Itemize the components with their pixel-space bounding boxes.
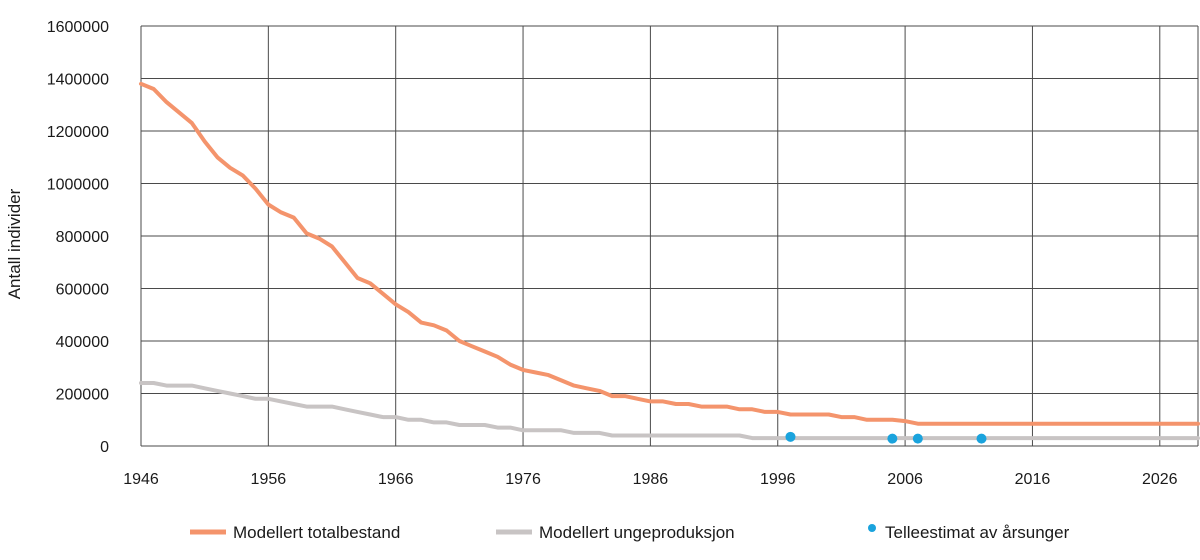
x-tick-label: 1976 (505, 471, 541, 488)
x-tick-label: 1946 (123, 471, 159, 488)
x-tick-label: 2026 (1142, 471, 1178, 488)
y-axis-title: Antall individer (5, 188, 24, 299)
series-point (976, 433, 987, 444)
y-tick-label: 1200000 (47, 124, 109, 141)
y-tick-label: 600000 (56, 282, 109, 299)
legend: Modellert totalbestand Modellert ungeprod… (190, 523, 1070, 542)
grid-layer (140, 25, 1199, 447)
series-line-0 (139, 81, 1200, 426)
x-tick-label: 2016 (1015, 471, 1051, 488)
y-tick-label: 1000000 (47, 177, 109, 194)
tick-labels: 1946 1956 1966 1976 1986 1996 2006 2016 2026 1600… (47, 19, 1178, 488)
x-tick-label: 1986 (633, 471, 669, 488)
x-tick-label: 1966 (378, 471, 414, 488)
y-tick-label: 1400000 (47, 72, 109, 89)
series-point (912, 433, 923, 444)
x-tick-label: 2006 (887, 471, 923, 488)
y-tick-label: 200000 (56, 387, 109, 404)
series-point (887, 433, 898, 444)
y-tick-label: 0 (100, 439, 109, 456)
x-tick-label: 1956 (251, 471, 287, 488)
legend-label: Modellert totalbestand (233, 523, 400, 542)
x-tick-label: 1996 (760, 471, 796, 488)
legend-swatch (868, 524, 876, 532)
legend-label: Telleestimat av årsunger (885, 523, 1070, 542)
y-tick-label: 1600000 (47, 19, 109, 36)
series-point (785, 431, 796, 442)
y-tick-label: 400000 (56, 334, 109, 351)
legend-label: Modellert ungeproduksjon (539, 523, 735, 542)
y-tick-label: 800000 (56, 229, 109, 246)
series-layer (139, 81, 1200, 444)
series-line-1 (139, 381, 1200, 441)
